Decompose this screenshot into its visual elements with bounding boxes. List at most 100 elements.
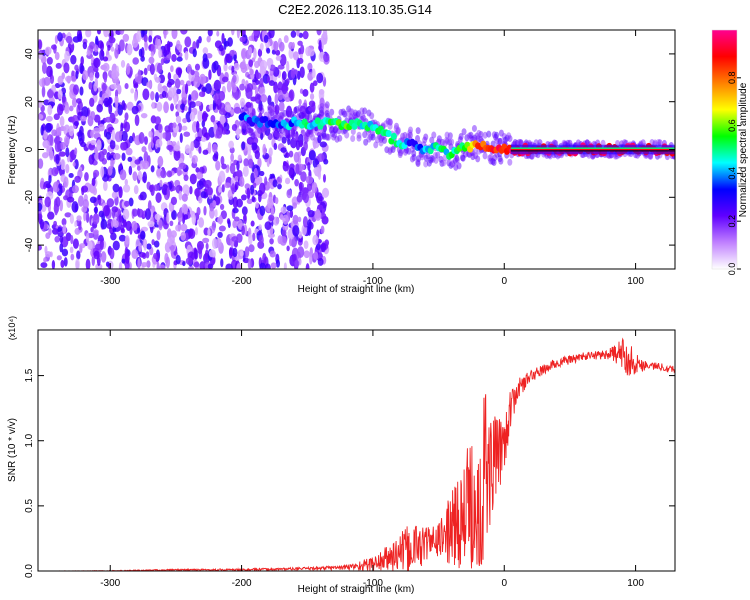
noise-blob	[243, 213, 247, 225]
noise-blob	[68, 172, 74, 178]
noise-blob	[97, 87, 102, 93]
noise-blob	[137, 208, 144, 218]
noise-blob	[251, 195, 256, 203]
noise-blob	[39, 219, 45, 230]
noise-blob	[247, 158, 254, 169]
noise-blob	[125, 147, 133, 156]
noise-blob	[226, 80, 232, 93]
noise-blob	[296, 194, 303, 203]
noise-blob	[305, 175, 314, 185]
noise-blob	[156, 230, 161, 241]
noise-blob	[255, 175, 263, 185]
noise-blob	[288, 238, 292, 247]
ridge-halo	[498, 157, 504, 165]
noise-blob	[178, 45, 183, 53]
ridge-halo	[411, 149, 417, 157]
noise-blob	[82, 41, 88, 50]
noise-blob	[259, 170, 265, 177]
noise-blob	[72, 84, 80, 95]
noise-blob	[82, 70, 89, 81]
noise-blob	[320, 32, 328, 45]
noise-blob	[59, 235, 64, 244]
noise-blob	[228, 140, 235, 149]
ridge-halo	[537, 139, 543, 147]
noise-blob	[194, 63, 201, 71]
noise-blob	[254, 150, 260, 160]
noise-blob	[283, 262, 287, 269]
snr-frame	[37, 329, 676, 572]
noise-blob	[91, 255, 95, 267]
noise-blob	[110, 232, 117, 241]
noise-blob	[297, 246, 305, 258]
noise-blob	[93, 114, 101, 123]
noise-blob	[51, 167, 59, 177]
noise-blob	[275, 49, 281, 56]
noise-blob	[74, 64, 79, 71]
noise-blob	[250, 184, 255, 195]
noise-blob	[264, 263, 271, 269]
ridge-halo	[507, 158, 513, 166]
noise-blob	[218, 44, 224, 52]
ridge-halo	[324, 101, 330, 109]
ridge-halo	[343, 110, 349, 118]
noise-blob	[101, 82, 107, 92]
noise-blob	[78, 222, 82, 231]
noise-blob	[90, 129, 95, 138]
y-tick-label: 1.5	[24, 368, 35, 382]
noise-blob	[270, 206, 275, 216]
noise-blob	[180, 103, 186, 111]
noise-blob	[75, 70, 79, 80]
noise-blob	[132, 57, 139, 65]
noise-blob	[267, 95, 272, 106]
noise-blob	[166, 81, 172, 88]
noise-blob	[70, 253, 75, 261]
noise-blob	[43, 257, 47, 263]
noise-blob	[213, 60, 219, 71]
noise-blob	[207, 263, 214, 269]
noise-blob	[298, 140, 304, 148]
noise-blob	[305, 263, 310, 269]
noise-blob	[282, 161, 290, 172]
noise-blob	[315, 243, 321, 251]
noise-blob	[124, 112, 129, 121]
spectrogram-ylabel: Frequency (Hz)	[7, 116, 18, 185]
noise-blob	[253, 47, 257, 60]
ridge-halo	[529, 152, 535, 160]
noise-blob	[83, 211, 87, 222]
noise-blob	[69, 246, 74, 254]
noise-blob	[320, 242, 327, 253]
noise-blob	[89, 196, 97, 204]
noise-blob	[215, 160, 221, 171]
noise-blob	[279, 214, 284, 221]
noise-blob	[56, 255, 62, 261]
noise-blob	[60, 158, 66, 171]
noise-blob	[124, 253, 130, 264]
noise-blob	[168, 87, 175, 98]
noise-blob	[77, 33, 83, 43]
noise-blob	[303, 250, 310, 259]
noise-blob	[69, 105, 74, 112]
noise-blob	[89, 41, 96, 50]
noise-blob	[64, 50, 70, 62]
noise-blob	[142, 88, 150, 101]
noise-blob	[259, 42, 264, 51]
noise-blob	[70, 234, 74, 245]
noise-blob	[116, 83, 121, 91]
noise-blob	[179, 132, 183, 144]
noise-blob	[130, 88, 135, 94]
noise-blob	[274, 197, 279, 205]
noise-blob	[211, 220, 217, 231]
noise-blob	[204, 179, 212, 189]
noise-blob	[89, 97, 95, 107]
noise-blob	[58, 151, 66, 157]
ridge-halo	[468, 131, 474, 139]
noise-blob	[188, 105, 192, 115]
noise-blob	[232, 220, 237, 229]
noise-blob	[253, 167, 258, 180]
noise-blob	[308, 106, 315, 112]
noise-blob	[59, 141, 66, 150]
noise-blob	[258, 224, 262, 231]
ridge-halo	[507, 135, 513, 143]
noise-blob	[157, 82, 163, 93]
noise-blob	[270, 262, 277, 269]
